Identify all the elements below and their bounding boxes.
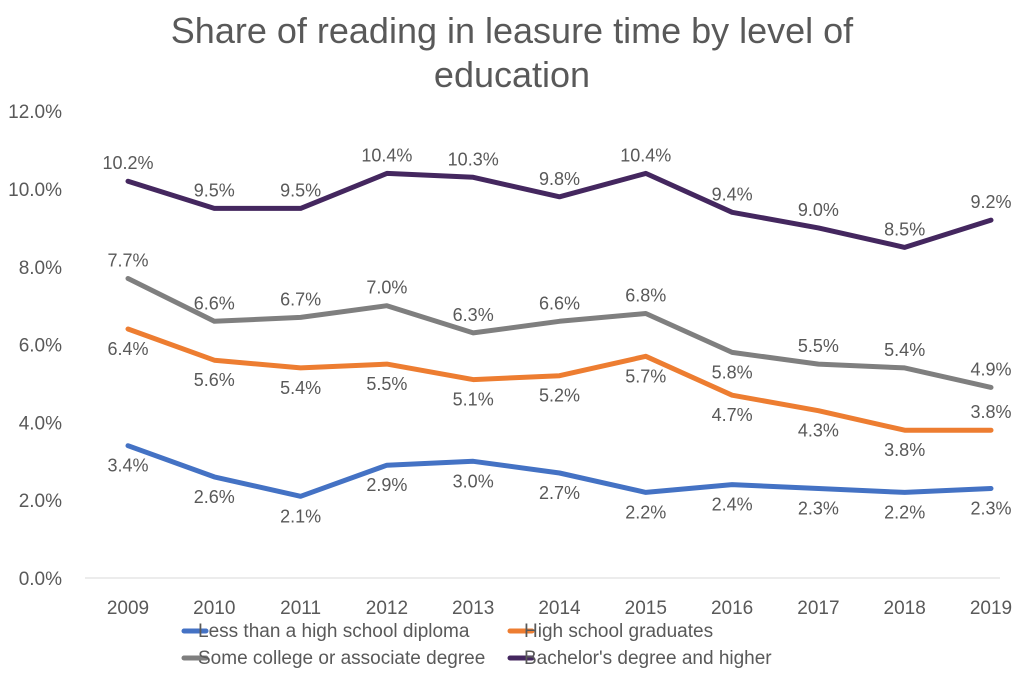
data-label: 2.6% xyxy=(194,487,235,507)
chart-title-line: Share of reading in leasure time by leve… xyxy=(171,10,854,51)
x-tick-label: 2014 xyxy=(538,598,581,619)
data-labels: 3.4% 2.6% 2.1% 2.9% 3.0% 2.7% 2.2% 2.4% 2.3% 2.2%… xyxy=(102,145,1011,526)
data-label: 2.9% xyxy=(366,475,407,495)
data-label: 9.4% xyxy=(712,184,753,204)
data-label: 5.7% xyxy=(625,366,666,386)
data-label: 10.4% xyxy=(620,145,671,165)
data-label: 4.9% xyxy=(970,359,1011,379)
data-label: 2.2% xyxy=(625,502,666,522)
x-tick-label: 2012 xyxy=(366,598,408,619)
x-tick-label: 2017 xyxy=(797,598,839,619)
data-label: 3.4% xyxy=(107,456,148,476)
y-tick-label: 8.0% xyxy=(19,258,62,279)
data-label: 5.5% xyxy=(798,336,839,356)
data-label: 2.4% xyxy=(712,495,753,515)
x-axis: 2009 2010 2011 2012 2013 2014 2015 2016 2017 2018… xyxy=(85,577,1012,619)
y-tick-label: 12.0% xyxy=(8,102,62,123)
data-label: 6.6% xyxy=(539,293,580,313)
data-label: 5.6% xyxy=(194,370,235,390)
data-label: 2.2% xyxy=(884,502,925,522)
y-tick-label: 2.0% xyxy=(19,491,62,512)
data-label: 10.4% xyxy=(361,145,412,165)
data-label: 5.4% xyxy=(884,340,925,360)
data-label: 8.5% xyxy=(884,219,925,239)
data-label: 6.3% xyxy=(453,305,494,325)
data-label: 9.5% xyxy=(280,180,321,200)
data-label: 6.4% xyxy=(107,339,148,359)
y-axis: 0.0% 2.0% 4.0% 6.0% 8.0% 10.0% 12.0% xyxy=(8,102,62,590)
data-label: 9.8% xyxy=(539,169,580,189)
x-tick-label: 2010 xyxy=(193,598,235,619)
data-label: 5.5% xyxy=(366,374,407,394)
x-tick-label: 2015 xyxy=(625,598,667,619)
legend-label: Some college or associate degree xyxy=(198,648,485,669)
y-tick-label: 4.0% xyxy=(19,413,62,434)
chart-title-line: education xyxy=(434,54,590,95)
data-label: 2.3% xyxy=(798,499,839,519)
chart-title: Share of reading in leasure time by leve… xyxy=(171,10,854,95)
data-label: 6.6% xyxy=(194,293,235,313)
x-tick-label: 2018 xyxy=(884,598,926,619)
x-tick-label: 2013 xyxy=(452,598,494,619)
data-label: 2.7% xyxy=(539,483,580,503)
y-tick-label: 6.0% xyxy=(19,336,62,357)
data-label: 4.7% xyxy=(712,405,753,425)
data-label: 7.7% xyxy=(107,250,148,270)
x-tick-label: 2019 xyxy=(970,598,1012,619)
data-label: 3.8% xyxy=(884,440,925,460)
y-tick-label: 0.0% xyxy=(19,569,62,590)
data-label: 5.8% xyxy=(712,362,753,382)
data-label: 9.5% xyxy=(194,180,235,200)
data-label: 9.2% xyxy=(970,192,1011,212)
x-tick-label: 2009 xyxy=(107,598,149,619)
series-line xyxy=(125,326,994,433)
series-lines xyxy=(125,170,994,499)
x-tick-label: 2011 xyxy=(280,598,321,619)
series-line xyxy=(125,170,994,250)
y-tick-label: 10.0% xyxy=(8,180,62,201)
legend-label: Less than a high school diploma xyxy=(198,621,470,642)
data-label: 4.3% xyxy=(798,421,839,441)
data-label: 7.0% xyxy=(366,278,407,298)
legend-label: Bachelor's degree and higher xyxy=(524,648,772,669)
data-label: 9.0% xyxy=(798,200,839,220)
data-label: 2.1% xyxy=(280,506,321,526)
series-line xyxy=(125,443,994,499)
x-tick-label: 2016 xyxy=(711,598,753,619)
data-label: 6.8% xyxy=(625,285,666,305)
data-label: 2.3% xyxy=(970,499,1011,519)
data-label: 6.7% xyxy=(280,289,321,309)
data-label: 5.1% xyxy=(453,390,494,410)
data-label: 3.0% xyxy=(453,471,494,491)
data-label: 5.4% xyxy=(280,378,321,398)
data-label: 5.2% xyxy=(539,386,580,406)
legend-label: High school graduates xyxy=(524,621,713,642)
data-label: 10.3% xyxy=(448,149,499,169)
legend: Less than a high school diploma High scho… xyxy=(181,621,772,669)
data-label: 10.2% xyxy=(102,153,153,173)
series-line xyxy=(125,276,994,390)
data-label: 3.8% xyxy=(970,402,1011,422)
